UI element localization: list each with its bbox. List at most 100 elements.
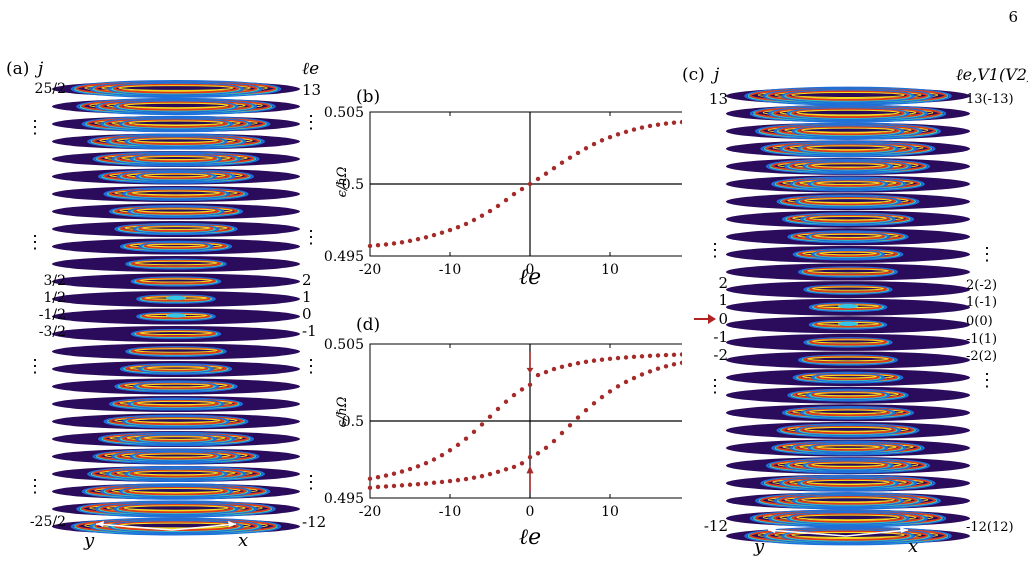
chart-b-y-tick-label: 0.495	[324, 249, 364, 265]
chart-d-point-s0	[591, 358, 597, 363]
panel-c-y-axis-label: y	[753, 536, 765, 557]
chart-b: (b) ϵ/ℏΩ ℓe -20 -10 0 10 20 0.495 0.5 0.505	[324, 87, 682, 290]
chart-b-point-s0	[647, 123, 653, 129]
chart-d-point-s1	[431, 480, 437, 485]
chart-d-point-s0	[439, 452, 445, 458]
panel-a-disc	[52, 168, 300, 185]
panel-a-j-label: 25/2	[35, 81, 66, 97]
chart-b-point-s0	[439, 230, 445, 235]
chart-b-x-tick-label: 20	[681, 262, 682, 278]
panel-a-disc	[52, 291, 300, 307]
chart-b-point-s0	[543, 171, 549, 176]
chart-d-x-tick-label: 10	[601, 504, 619, 520]
panel-c-disc	[726, 386, 970, 404]
panel-c-j-symbol: j	[710, 65, 720, 85]
chart-b-point-s0	[407, 238, 413, 244]
panel-c-j-label: 1	[718, 291, 728, 309]
panel-c-j-label: -1	[713, 328, 728, 346]
chart-d-point-s1	[535, 451, 541, 456]
chart-b-point-s0	[479, 213, 485, 218]
panel-a-j-symbol: j	[34, 59, 44, 79]
panel-a-disc	[52, 396, 300, 412]
chart-d-point-s0	[471, 429, 477, 434]
panel-c-j-label: 0	[718, 310, 728, 328]
chart-b-point-s0	[519, 186, 525, 192]
panel-c-right-label: -1(1)	[966, 332, 997, 347]
panel-a-disc	[52, 483, 300, 500]
panel-c-right-label: -2(2)	[966, 349, 997, 364]
chart-b-point-s0	[535, 176, 541, 182]
chart-d-point-s0	[391, 471, 397, 476]
chart-b-x-tick-label: 0	[526, 262, 535, 278]
chart-d-point-s1	[495, 469, 501, 475]
chart-d-point-s0	[559, 364, 565, 369]
chart-d-point-s0	[407, 466, 413, 472]
panel-a-disc	[52, 115, 300, 133]
chart-d-point-s0	[543, 369, 549, 375]
chart-b-point-s0	[503, 197, 509, 203]
chart-b-point-s0	[631, 127, 637, 132]
chart-d-point-s1	[367, 485, 373, 491]
chart-d-point-s1	[407, 482, 413, 487]
panel-c-disc	[726, 298, 970, 316]
zero-arrow-icon	[694, 314, 716, 324]
panel-a-disc	[52, 308, 300, 325]
panel-a-disc	[52, 500, 300, 518]
panel-c-disc	[726, 457, 970, 475]
panel-a-xy-axes	[95, 521, 237, 531]
panel-a-le-label: -12	[302, 513, 326, 531]
panel-a-disc	[52, 517, 300, 536]
panel-c-disc	[726, 316, 970, 334]
panel-a-j-label: ⋮	[26, 117, 44, 138]
panel-a-disc	[52, 378, 300, 395]
chart-d-point-s1	[591, 401, 597, 406]
chart-d-point-s1	[399, 483, 405, 488]
panel-c-label: (c)	[682, 65, 705, 85]
panel-c-disc	[726, 333, 970, 351]
chart-d-point-s0	[671, 352, 677, 357]
panel-c-right-label: ⋮	[978, 244, 996, 265]
chart-b-point-s0	[567, 155, 573, 160]
chart-b-ylabel: ϵ/ℏΩ	[335, 166, 350, 197]
panel-c-disc	[726, 157, 970, 175]
chart-b-point-s0	[495, 203, 501, 209]
panel-c-j-label: 13	[709, 90, 728, 108]
chart-b-point-s0	[527, 181, 533, 187]
panel-a-label: (a)	[6, 59, 29, 79]
chart-d-point-s1	[471, 475, 477, 480]
chart-d-point-s1	[567, 423, 573, 428]
chart-d-point-s0	[375, 475, 381, 480]
panel-c-x-axis-label: x	[908, 536, 918, 557]
chart-b-point-s0	[391, 241, 397, 246]
panel-a-j-label: 1/2	[43, 290, 66, 306]
panel-c-disc	[726, 439, 970, 457]
panel-a-disc	[52, 413, 300, 430]
chart-d-x-tick-label: 0	[526, 504, 535, 520]
panel-a-j-label: 3/2	[43, 273, 66, 289]
panel-a-x-axis-label: x	[238, 530, 248, 551]
chart-b-point-s0	[607, 135, 613, 140]
chart-d-point-s1	[647, 369, 653, 374]
chart-d-x-tick-label: -10	[439, 504, 462, 520]
chart-d-point-s0	[527, 382, 533, 388]
panel-c-right-label: 2(-2)	[966, 278, 997, 293]
chart-b-x-tick-label: 10	[601, 262, 619, 278]
chart-d-point-s1	[671, 362, 677, 367]
chart-d-point-s1	[623, 379, 629, 385]
chart-d-point-s0	[647, 353, 653, 359]
panel-a-disc	[52, 256, 300, 272]
chart-d: (d) ϵ/ℏΩ ℓe V2 V1 -20-10010200.4950.50.5…	[324, 315, 682, 550]
panel-a-j-label: -1/2	[39, 307, 66, 323]
chart-d-point-s1	[439, 479, 445, 485]
chart-d-point-s1	[575, 415, 581, 420]
panel-a-j-label: ⋮	[26, 356, 44, 377]
chart-d-point-s0	[503, 399, 509, 404]
chart-d-point-s0	[383, 473, 389, 478]
chart-d-point-s1	[391, 483, 397, 489]
chart-b-point-s0	[447, 227, 453, 233]
panel-c-disc	[726, 104, 970, 123]
panel-c-disc	[726, 474, 970, 492]
chart-b-point-s0	[639, 125, 645, 130]
panel-c-right-label: -12(12)	[966, 520, 1014, 535]
chart-d-point-s0	[615, 355, 621, 361]
